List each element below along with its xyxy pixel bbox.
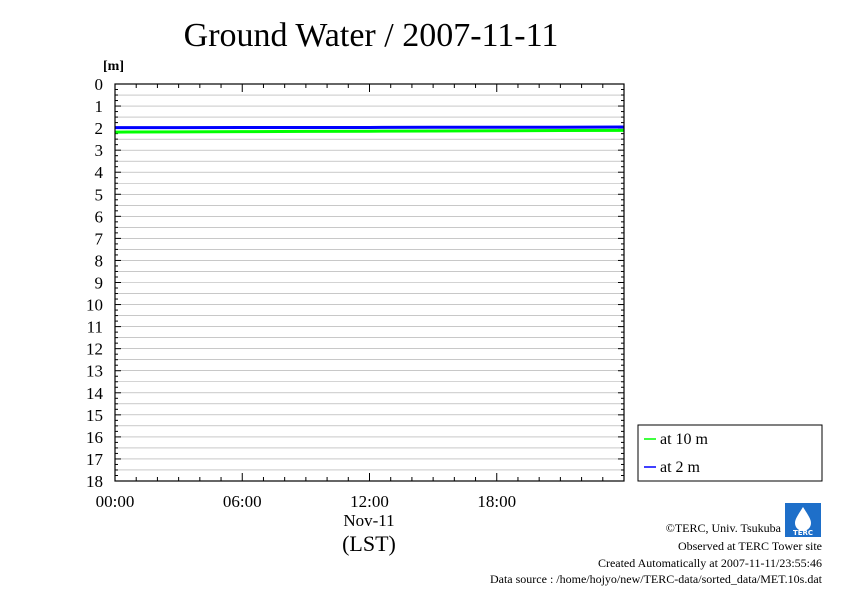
y-tick-label: 18 bbox=[86, 472, 103, 491]
footer-copyright: ©TERC, Univ. Tsukuba bbox=[666, 521, 782, 535]
series-line-1 bbox=[115, 125, 625, 130]
y-tick-label: 8 bbox=[95, 251, 104, 270]
y-tick-label: 15 bbox=[86, 406, 103, 425]
y-tick-label: 6 bbox=[95, 207, 104, 226]
y-tick-label: 11 bbox=[87, 318, 103, 337]
y-tick-label: 7 bbox=[95, 229, 104, 248]
y-tick-label: 1 bbox=[95, 97, 104, 116]
y-tick-label: 4 bbox=[95, 163, 104, 182]
y-tick-label: 3 bbox=[95, 141, 104, 160]
y-tick-label: 2 bbox=[95, 119, 104, 138]
y-tick-label: 12 bbox=[86, 340, 103, 359]
legend-label-2m: at 2 m bbox=[660, 459, 701, 476]
x-tick-labels: 00:00 06:00 12:00 18:00 bbox=[96, 492, 516, 511]
plot-frame bbox=[114, 83, 625, 482]
legend-box bbox=[637, 424, 823, 482]
y-tick-label: 13 bbox=[86, 362, 103, 381]
y-tick-label: 5 bbox=[95, 185, 104, 204]
grid-lines bbox=[115, 94, 624, 471]
chart-title: Ground Water / 2007-11-11 bbox=[184, 17, 559, 54]
terc-logo: TERC bbox=[785, 503, 821, 537]
y-tick-label: 9 bbox=[95, 274, 104, 293]
y-axis-unit: [m] bbox=[103, 59, 124, 74]
footer-observed: Observed at TERC Tower site bbox=[678, 539, 822, 553]
x-tick-label: 06:00 bbox=[223, 492, 262, 511]
legend-label-10m: at 10 m bbox=[660, 431, 709, 448]
x-tick-label: 12:00 bbox=[350, 492, 389, 511]
x-axis-title: (LST) bbox=[342, 531, 396, 556]
legend: at 10 m at 2 m bbox=[637, 424, 823, 482]
water-drop-icon bbox=[795, 507, 811, 531]
data-series bbox=[114, 125, 625, 134]
x-tick-label: 18:00 bbox=[477, 492, 516, 511]
x-tick-label: 00:00 bbox=[96, 492, 135, 511]
x-date-label: Nov-11 bbox=[343, 511, 394, 530]
y-tick-label: 10 bbox=[86, 296, 103, 315]
series-line-0 bbox=[114, 128, 625, 134]
y-tick-label: 17 bbox=[86, 450, 104, 469]
y-tick-label: 14 bbox=[86, 384, 104, 403]
logo-text: TERC bbox=[793, 529, 813, 537]
footer-created: Created Automatically at 2007-11-11/23:5… bbox=[598, 556, 822, 570]
y-tick-label: 16 bbox=[86, 428, 103, 447]
footer-source: Data source : /home/hojyo/new/TERC-data/… bbox=[490, 572, 823, 586]
y-tick-label: 0 bbox=[95, 75, 104, 94]
